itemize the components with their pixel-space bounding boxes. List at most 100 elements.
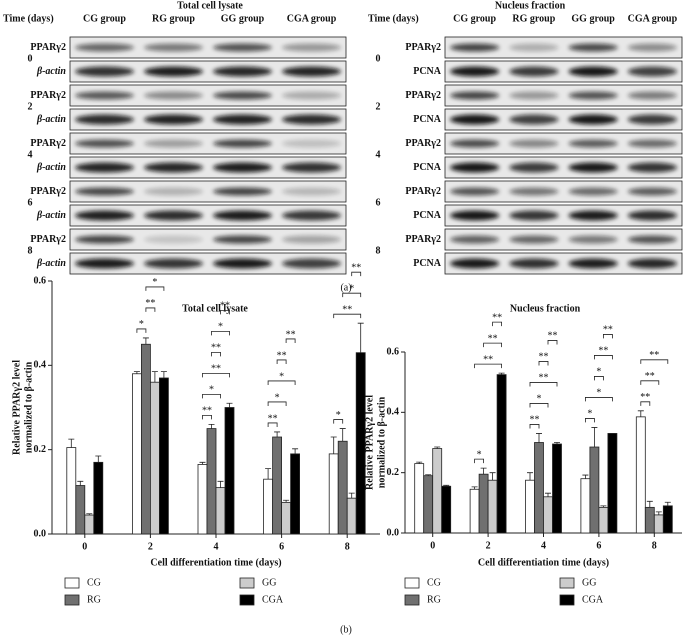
significance-bracket: [640, 359, 669, 364]
blot-frame: [69, 156, 347, 179]
bar: [206, 428, 217, 535]
blot-band: [627, 235, 677, 244]
blot-band: [509, 139, 559, 148]
blot-band: [213, 210, 272, 221]
protein-label: PPARγ2: [30, 234, 66, 245]
blot-band: [213, 235, 272, 244]
time-label: 8: [376, 245, 381, 256]
error-bar: [536, 433, 542, 443]
blot-frame: [69, 36, 347, 59]
legend-swatch: [239, 594, 255, 606]
blot-band: [450, 114, 500, 125]
blot-band: [509, 258, 559, 269]
protein-label: PCNA: [413, 210, 442, 221]
bar: [93, 461, 104, 535]
y-tick-label: 0.0: [387, 527, 400, 538]
blot-band: [450, 162, 500, 173]
significance-bracket: [267, 422, 278, 427]
y-tick-label: 0.4: [34, 360, 47, 371]
blot-band: [144, 43, 203, 52]
blot-band: [213, 114, 272, 125]
blot-band: [144, 258, 203, 269]
error-bar: [498, 372, 505, 375]
blot-band: [627, 162, 677, 173]
error-bar: [554, 442, 560, 445]
blot-frame: [444, 132, 683, 155]
significance-label: *: [139, 319, 144, 330]
legend-swatch: [559, 577, 575, 589]
error-bar: [151, 371, 158, 383]
y-axis-label: normalized to β-actin: [376, 396, 387, 488]
legend-label: CG: [427, 577, 441, 588]
protein-label: PPARγ2: [405, 138, 441, 149]
panel-label: (a): [340, 282, 351, 293]
x-tick-label: 2: [486, 540, 491, 551]
bar: [263, 478, 274, 535]
time-header: Time (days): [3, 13, 54, 24]
significance-label: **: [530, 415, 540, 426]
blot-band: [75, 114, 134, 125]
legend-label: GG: [262, 577, 276, 588]
blot-band: [509, 210, 559, 221]
significance-bracket: [529, 382, 558, 387]
significance-bracket: [267, 380, 296, 385]
significance-bracket: [529, 424, 540, 429]
blot-band: [282, 162, 341, 173]
protein-label: β-actin: [36, 114, 66, 125]
blot-band: [627, 258, 677, 269]
error-bar: [646, 500, 653, 508]
error-bar: [160, 371, 167, 378]
significance-label: **: [483, 354, 493, 365]
x-axis-label: Cell differentiation time (days): [478, 557, 609, 568]
blot-band: [568, 114, 618, 125]
blot-band: [282, 114, 341, 125]
bar: [598, 506, 609, 534]
bar: [478, 473, 489, 534]
significance-label: *: [336, 410, 341, 421]
blot-band: [627, 66, 677, 77]
significance-bracket: [267, 401, 287, 406]
blot-band: [627, 43, 677, 52]
blot-band: [450, 66, 500, 77]
legend-label: GG: [582, 577, 596, 588]
significance-label: *: [275, 392, 280, 403]
x-tick-label: 6: [279, 541, 284, 552]
bar: [552, 443, 562, 534]
blot-band: [75, 66, 134, 77]
protein-label: β-actin: [36, 258, 66, 269]
significance-label: **: [342, 304, 352, 315]
error-bar: [339, 428, 346, 442]
protein-label: PPARγ2: [405, 90, 441, 101]
group-label: RG group: [512, 13, 555, 24]
blot-band: [568, 187, 618, 196]
legend-swatch: [64, 594, 80, 606]
group-label: CGA group: [287, 13, 337, 24]
significance-bracket: [547, 340, 558, 345]
blot-band: [627, 210, 677, 221]
blot-band: [509, 114, 559, 125]
blot-band: [282, 258, 341, 269]
blot-band: [627, 114, 677, 125]
significance-label: **: [211, 364, 221, 375]
time-label: 2: [376, 101, 381, 112]
legend-label: CGA: [262, 594, 284, 605]
bar: [414, 463, 425, 534]
significance-label: **: [202, 406, 212, 417]
significance-bracket: [585, 397, 613, 402]
legend-swatch: [404, 594, 420, 606]
bar: [224, 407, 235, 535]
significance-label: **: [649, 350, 659, 361]
time-label: 6: [376, 197, 381, 208]
significance-label: *: [349, 283, 354, 294]
bar: [215, 487, 226, 535]
protein-label: β-actin: [36, 162, 66, 173]
blot-band: [509, 66, 559, 77]
blot-band: [450, 43, 500, 52]
protein-label: PPARγ2: [405, 186, 441, 197]
blot-frame: [444, 252, 683, 275]
blot-band: [144, 91, 203, 100]
blot-frame: [69, 60, 347, 83]
time-label: 6: [28, 197, 33, 208]
significance-label: **: [145, 298, 155, 309]
